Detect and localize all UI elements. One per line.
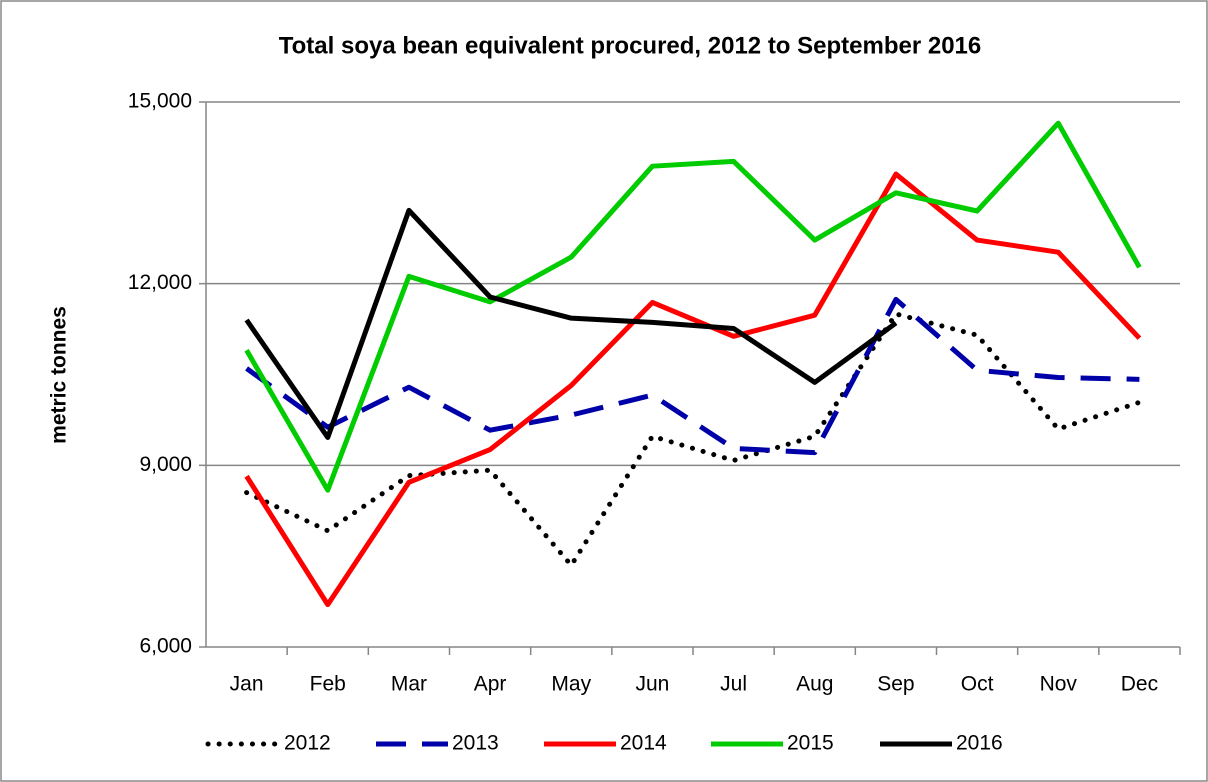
legend-label: 2012: [284, 732, 331, 755]
legend-label: 2016: [956, 732, 1003, 755]
legend-label: 2013: [452, 732, 499, 755]
legend-label: 2014: [620, 732, 667, 755]
series-line: [244, 311, 1142, 568]
chart-title: Total soya bean equivalent procured, 201…: [279, 32, 981, 59]
x-tick-label: Feb: [310, 673, 346, 696]
y-axis-label: metric tonnes: [48, 306, 71, 444]
series-line: [245, 296, 1140, 456]
x-tick-label: Aug: [796, 673, 833, 696]
x-tick-label: Mar: [391, 673, 427, 696]
series-line: [244, 171, 1142, 608]
y-tick-label: 9,000: [139, 453, 192, 476]
x-tick-label: Jun: [635, 673, 669, 696]
y-tick-label: 6,000: [139, 635, 192, 658]
legend-label: 2015: [787, 732, 834, 755]
series-line: [244, 207, 898, 440]
y-tick-label: 15,000: [128, 90, 192, 113]
x-tick-label: Apr: [474, 673, 507, 696]
x-tick-label: Nov: [1040, 673, 1078, 696]
x-tick-label: Oct: [961, 673, 994, 696]
x-tick-label: Jul: [720, 673, 747, 696]
x-tick-label: Dec: [1121, 673, 1158, 696]
y-tick-label: 12,000: [128, 271, 192, 294]
x-tick-label: May: [551, 673, 591, 696]
series-line: [244, 120, 1142, 493]
x-tick-label: Jan: [230, 673, 264, 696]
x-tick-label: Sep: [877, 673, 914, 696]
